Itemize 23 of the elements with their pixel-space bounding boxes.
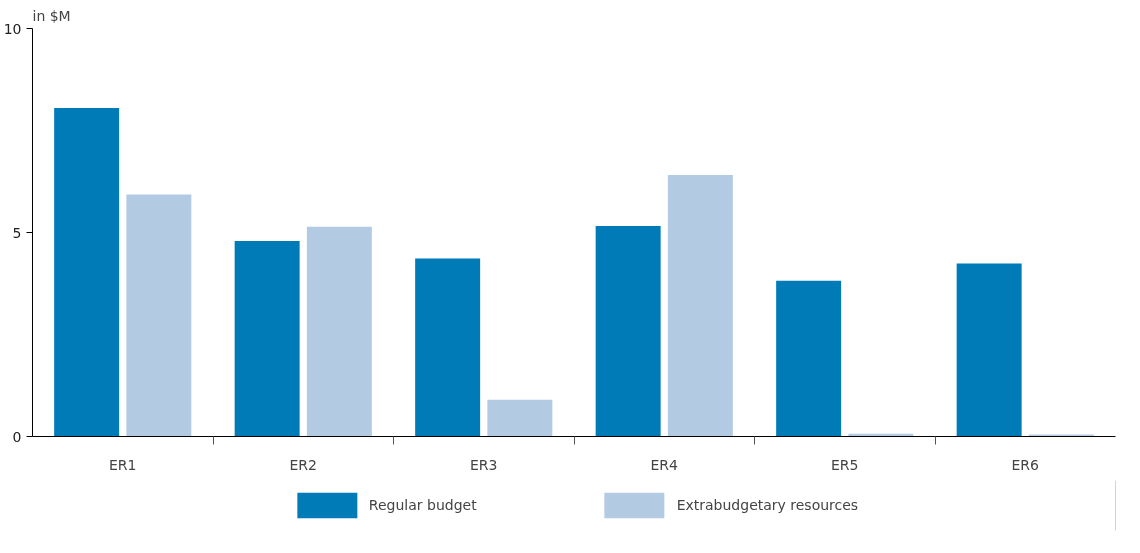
bar bbox=[776, 280, 842, 437]
x-tick-label: ER4 bbox=[650, 456, 679, 473]
y-tick-label: 10 bbox=[3, 20, 22, 37]
bar bbox=[415, 258, 481, 437]
legend-label: Regular budget bbox=[368, 497, 477, 513]
bar bbox=[54, 108, 120, 437]
legend-label: Extrabudgetary resources bbox=[676, 497, 859, 513]
x-tick-label: ER2 bbox=[289, 456, 317, 473]
bar bbox=[126, 194, 192, 437]
x-tick-label: ER6 bbox=[1011, 456, 1040, 473]
bar bbox=[487, 399, 553, 437]
bar bbox=[956, 263, 1022, 437]
y-tick-label: 5 bbox=[12, 224, 22, 241]
bar bbox=[306, 226, 372, 437]
x-tick-label: ER5 bbox=[831, 456, 859, 473]
y-tick-label: 0 bbox=[12, 428, 22, 445]
bar bbox=[234, 241, 300, 437]
y-axis-title: in $M bbox=[32, 7, 71, 24]
bar bbox=[595, 225, 661, 437]
x-tick-label: ER1 bbox=[109, 456, 137, 473]
bar bbox=[1028, 434, 1094, 437]
x-tick-label: ER3 bbox=[470, 456, 498, 473]
bar bbox=[667, 174, 733, 437]
